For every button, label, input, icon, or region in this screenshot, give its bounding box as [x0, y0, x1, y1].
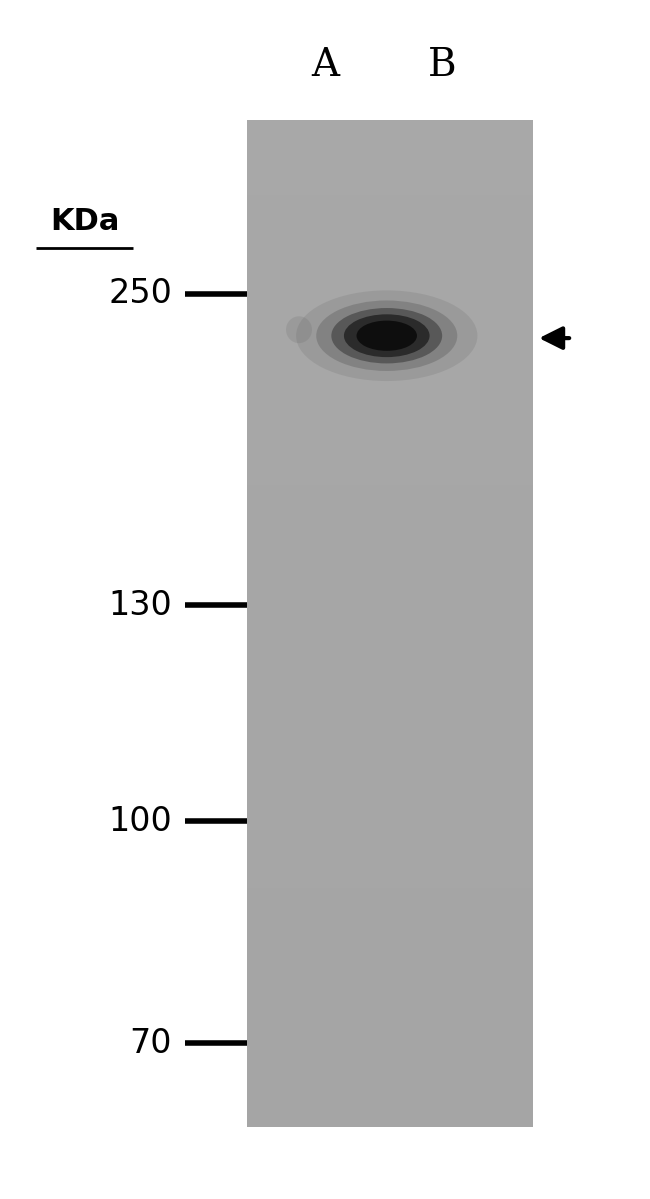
- Bar: [247, 246, 533, 258]
- Text: B: B: [428, 47, 456, 84]
- Bar: [247, 788, 533, 800]
- Text: 100: 100: [109, 805, 172, 838]
- Bar: [247, 1090, 533, 1102]
- Bar: [247, 397, 533, 410]
- Text: 130: 130: [109, 589, 172, 622]
- Text: A: A: [311, 47, 339, 84]
- Bar: [247, 749, 533, 763]
- Bar: [247, 850, 533, 863]
- Bar: [247, 335, 533, 347]
- Bar: [247, 914, 533, 926]
- Bar: [247, 321, 533, 335]
- Bar: [247, 1115, 533, 1127]
- Bar: [247, 233, 533, 246]
- Bar: [247, 875, 533, 887]
- Bar: [247, 447, 533, 460]
- Bar: [247, 271, 533, 284]
- Bar: [247, 887, 533, 900]
- Bar: [247, 435, 533, 447]
- Bar: [247, 195, 533, 209]
- Bar: [247, 209, 533, 221]
- Bar: [247, 926, 533, 938]
- Bar: [247, 372, 533, 385]
- Bar: [247, 1077, 533, 1090]
- Bar: [247, 837, 533, 850]
- Ellipse shape: [317, 301, 458, 370]
- Bar: [247, 763, 533, 775]
- Bar: [247, 486, 533, 498]
- Bar: [247, 686, 533, 699]
- Bar: [247, 662, 533, 674]
- Bar: [247, 611, 533, 623]
- Bar: [247, 145, 533, 158]
- Bar: [247, 296, 533, 308]
- Bar: [247, 637, 533, 649]
- Bar: [247, 1014, 533, 1026]
- Bar: [247, 724, 533, 736]
- Bar: [247, 964, 533, 976]
- Bar: [247, 863, 533, 875]
- Text: 250: 250: [109, 277, 172, 311]
- Bar: [247, 1052, 533, 1065]
- Bar: [247, 360, 533, 372]
- Bar: [247, 649, 533, 662]
- Bar: [247, 699, 533, 712]
- Bar: [247, 976, 533, 988]
- Ellipse shape: [332, 308, 442, 363]
- Bar: [247, 1001, 533, 1014]
- Ellipse shape: [356, 320, 417, 351]
- Bar: [247, 573, 533, 586]
- Bar: [247, 598, 533, 611]
- Bar: [247, 1038, 533, 1052]
- Bar: [247, 410, 533, 422]
- Bar: [247, 347, 533, 360]
- Bar: [247, 158, 533, 170]
- Bar: [247, 623, 533, 637]
- Bar: [247, 422, 533, 435]
- Bar: [247, 900, 533, 914]
- Bar: [247, 460, 533, 472]
- Bar: [247, 1065, 533, 1077]
- Bar: [247, 120, 533, 1127]
- Ellipse shape: [296, 290, 477, 381]
- Bar: [247, 561, 533, 573]
- Bar: [247, 259, 533, 271]
- Bar: [247, 988, 533, 1001]
- Bar: [247, 536, 533, 548]
- Bar: [247, 183, 533, 195]
- Bar: [247, 951, 533, 964]
- Bar: [247, 586, 533, 598]
- Bar: [247, 133, 533, 145]
- Bar: [247, 674, 533, 686]
- Bar: [247, 120, 533, 132]
- Bar: [247, 472, 533, 486]
- Bar: [247, 813, 533, 825]
- Bar: [247, 511, 533, 523]
- Bar: [247, 1102, 533, 1115]
- Bar: [247, 284, 533, 296]
- Bar: [247, 548, 533, 561]
- Bar: [247, 736, 533, 749]
- Ellipse shape: [344, 314, 430, 357]
- Bar: [247, 939, 533, 951]
- Text: 70: 70: [130, 1026, 172, 1060]
- Bar: [247, 308, 533, 321]
- Bar: [247, 1026, 533, 1038]
- Bar: [247, 523, 533, 536]
- Text: KDa: KDa: [50, 207, 119, 236]
- Bar: [247, 221, 533, 233]
- Bar: [247, 825, 533, 838]
- Bar: [247, 498, 533, 511]
- Ellipse shape: [286, 317, 312, 343]
- Bar: [247, 712, 533, 724]
- Bar: [247, 170, 533, 182]
- Bar: [247, 385, 533, 397]
- Bar: [247, 775, 533, 788]
- Bar: [247, 800, 533, 813]
